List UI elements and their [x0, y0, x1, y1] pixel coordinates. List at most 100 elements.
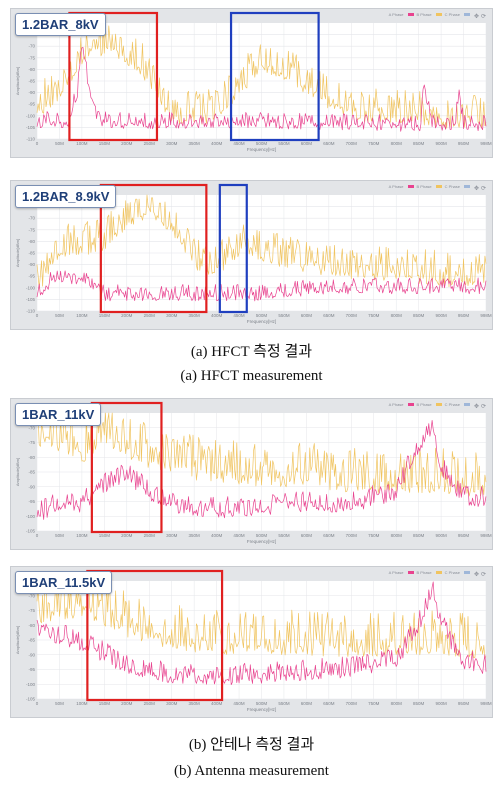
- x-tick-label: 250M: [144, 141, 156, 146]
- y-tick-label: -100: [26, 113, 36, 118]
- legend-a-phase: A Phase: [388, 12, 404, 17]
- x-tick-label: 0: [36, 701, 39, 706]
- legend-b-phase: B Phase: [416, 402, 432, 407]
- x-tick-label: 650M: [323, 313, 335, 318]
- y-tick-label: -85: [28, 470, 35, 475]
- legend-swatch-a[interactable]: [407, 403, 414, 406]
- x-tick-label: 950M: [458, 313, 470, 318]
- x-tick-label: 0: [36, 533, 39, 538]
- refresh-icon[interactable]: ⟳: [481, 186, 486, 192]
- x-tick-label: 900M: [435, 533, 447, 538]
- legend-swatch-b[interactable]: [435, 403, 442, 406]
- x-tick-label: 850M: [413, 313, 425, 318]
- legend-swatch-c[interactable]: [464, 403, 470, 406]
- legend-b-phase: B Phase: [416, 570, 432, 575]
- legend-swatch-a[interactable]: [407, 571, 414, 574]
- x-tick-label: 0: [36, 313, 39, 318]
- y-tick-label: -75: [28, 608, 35, 613]
- x-tick-label: 50M: [55, 313, 64, 318]
- x-tick-label: 500M: [256, 313, 268, 318]
- x-tick-label: 750M: [368, 313, 380, 318]
- chart-panel-antenna-11kv: -70 -75 -80 -85 -90 -95 -100 -105 0 50M 100M 150M 20…: [10, 398, 493, 550]
- x-tick-label: 650M: [323, 141, 335, 146]
- caption-a-english: (a) HFCT measurement: [180, 368, 323, 384]
- red-highlight-box: [90, 401, 163, 534]
- x-tick-label: 550M: [278, 533, 290, 538]
- yellow-series-line: [36, 580, 487, 659]
- x-tick-label: 350M: [189, 533, 201, 538]
- y-tick-label: -90: [28, 262, 35, 267]
- red-highlight-box: [86, 569, 224, 702]
- x-tick-label: 800M: [391, 701, 403, 706]
- legend-swatch-b[interactable]: [435, 571, 442, 574]
- x-tick-label: 998M: [480, 533, 492, 538]
- x-tick-label: 600M: [301, 701, 313, 706]
- chart-legend: A Phase B Phase C Phase: [389, 184, 470, 189]
- red-highlight-box: [99, 183, 208, 314]
- legend-swatch-b[interactable]: [435, 185, 442, 188]
- yellow-series-line: [36, 23, 487, 129]
- legend-swatch-c[interactable]: [464, 13, 470, 16]
- blue-highlight-box: [218, 183, 248, 314]
- spectrum-plot: -65-70-75-80-85-90-95-100-105-110050M100…: [15, 11, 492, 152]
- zoom-icon[interactable]: ✥: [474, 185, 479, 192]
- y-tick-label: -70: [28, 593, 35, 598]
- y-tick-label: -110: [26, 309, 35, 314]
- refresh-icon[interactable]: ⟳: [481, 572, 486, 578]
- x-axis-label: Frequency[Hz]: [247, 707, 276, 712]
- red-highlight-box: [68, 11, 159, 142]
- pink-series-line: [36, 270, 487, 302]
- zoom-icon[interactable]: ✥: [474, 403, 479, 410]
- legend-swatch-c[interactable]: [464, 185, 470, 188]
- zoom-icon[interactable]: ✥: [474, 13, 479, 20]
- chart-label: 1.2BAR_8.9kV: [15, 185, 117, 208]
- legend-swatch-a[interactable]: [407, 185, 414, 188]
- chart-legend: A Phase B Phase C Phase: [389, 12, 470, 17]
- legend-b-phase: B Phase: [416, 184, 432, 189]
- legend-swatch-c[interactable]: [464, 571, 470, 574]
- refresh-icon[interactable]: ⟳: [481, 404, 486, 410]
- y-tick-label: -80: [28, 455, 35, 460]
- x-tick-label: 250M: [144, 701, 156, 706]
- chart-panel-hfct-8-9kv: -65-70-75-80-85-90-95-100-105-110050M100…: [10, 180, 493, 330]
- x-tick-label: 400M: [211, 141, 223, 146]
- x-tick-label: 700M: [346, 701, 358, 706]
- x-tick-label: 200M: [121, 533, 133, 538]
- y-tick-label: -85: [28, 79, 35, 84]
- x-tick-label: 50M: [55, 533, 64, 538]
- y-tick-label: -80: [28, 239, 35, 244]
- legend-swatch-a[interactable]: [407, 13, 414, 16]
- x-tick-label: 100M: [76, 313, 88, 318]
- x-axis-label: Frequency[Hz]: [247, 319, 276, 324]
- y-tick-label: -90: [28, 90, 35, 95]
- pink-series-line: [36, 420, 487, 520]
- zoom-icon[interactable]: ✥: [474, 571, 479, 578]
- x-tick-label: 650M: [323, 701, 335, 706]
- x-tick-label: 100M: [76, 701, 88, 706]
- x-tick-label: 250M: [144, 313, 156, 318]
- legend-a-phase: A Phase: [388, 184, 404, 189]
- x-tick-label: 450M: [233, 313, 245, 318]
- x-tick-label: 750M: [368, 701, 380, 706]
- x-tick-label: 850M: [413, 701, 425, 706]
- y-axis-label: Amplitude[dBm]: [15, 67, 20, 95]
- y-tick-label: -100: [26, 682, 36, 687]
- y-tick-label: -105: [26, 297, 36, 302]
- legend-swatch-b[interactable]: [435, 13, 442, 16]
- x-tick-label: 450M: [233, 141, 245, 146]
- y-tick-label: -100: [26, 514, 36, 519]
- blue-highlight-box: [229, 11, 320, 142]
- x-tick-label: 900M: [435, 141, 447, 146]
- x-tick-label: 200M: [121, 701, 133, 706]
- x-tick-label: 950M: [458, 701, 470, 706]
- legend-c-phase: C Phase: [444, 184, 460, 189]
- pink-series-line: [36, 581, 487, 686]
- chart-legend: A Phase B Phase C Phase: [389, 570, 470, 575]
- x-tick-label: 800M: [391, 313, 403, 318]
- legend-b-phase: B Phase: [416, 12, 432, 17]
- x-tick-label: 500M: [256, 701, 268, 706]
- refresh-icon[interactable]: ⟳: [481, 14, 486, 20]
- x-axis-label: Frequency[Hz]: [247, 147, 276, 152]
